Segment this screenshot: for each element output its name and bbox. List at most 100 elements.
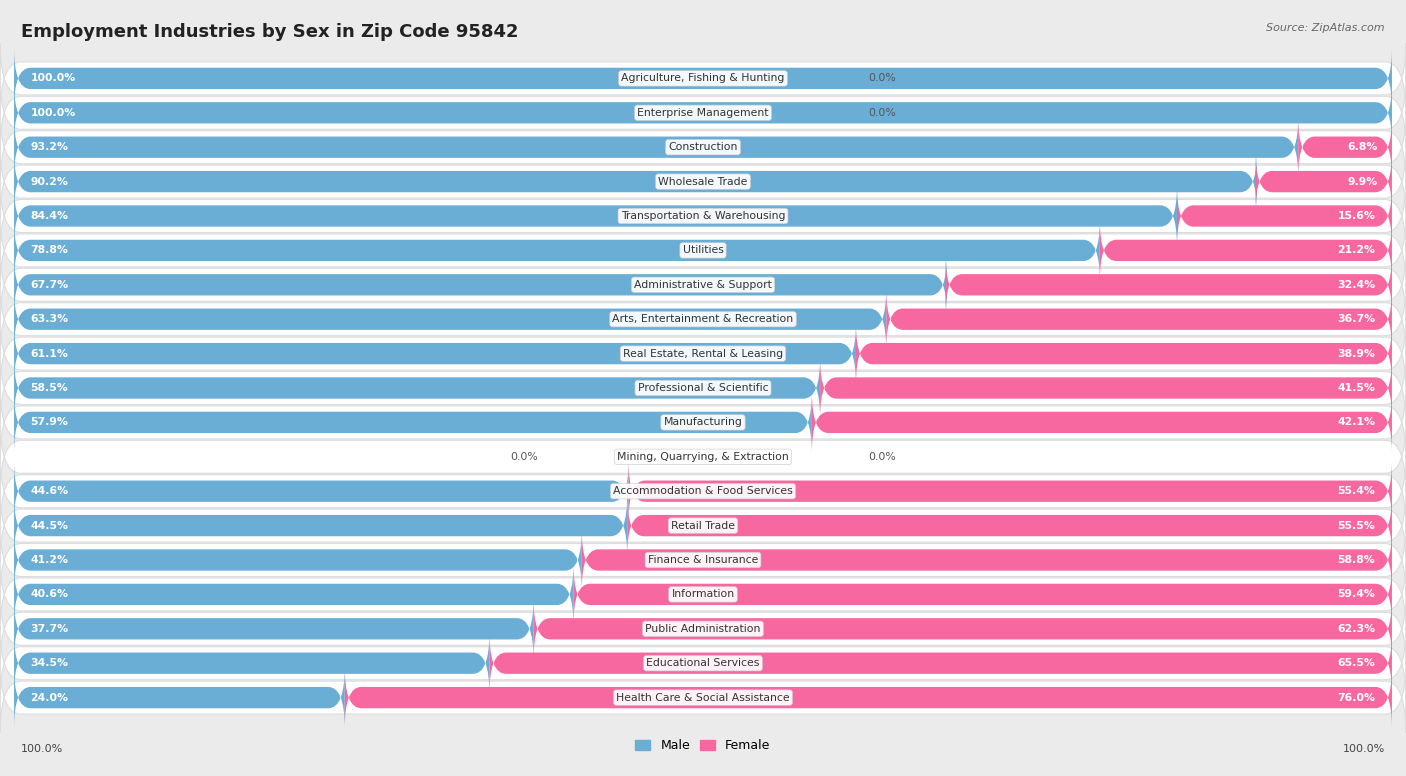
FancyBboxPatch shape	[14, 529, 582, 591]
FancyBboxPatch shape	[14, 392, 811, 453]
Legend: Male, Female: Male, Female	[636, 739, 770, 752]
FancyBboxPatch shape	[14, 632, 489, 694]
FancyBboxPatch shape	[0, 318, 1406, 389]
Text: Administrative & Support: Administrative & Support	[634, 280, 772, 289]
Text: Finance & Insurance: Finance & Insurance	[648, 555, 758, 565]
FancyBboxPatch shape	[0, 43, 1406, 113]
Text: 67.7%: 67.7%	[31, 280, 69, 289]
Text: 37.7%: 37.7%	[31, 624, 69, 634]
FancyBboxPatch shape	[0, 284, 1406, 355]
Text: Source: ZipAtlas.com: Source: ZipAtlas.com	[1267, 23, 1385, 33]
Text: 55.5%: 55.5%	[1337, 521, 1375, 531]
FancyBboxPatch shape	[14, 323, 856, 384]
Text: 76.0%: 76.0%	[1337, 693, 1375, 702]
Text: Arts, Entertainment & Recreation: Arts, Entertainment & Recreation	[613, 314, 793, 324]
FancyBboxPatch shape	[0, 250, 1406, 320]
Text: 63.3%: 63.3%	[31, 314, 69, 324]
Text: 58.8%: 58.8%	[1337, 555, 1375, 565]
Text: 0.0%: 0.0%	[510, 452, 537, 462]
Text: 41.5%: 41.5%	[1337, 383, 1375, 393]
Text: 9.9%: 9.9%	[1348, 177, 1378, 186]
FancyBboxPatch shape	[0, 353, 1406, 423]
FancyBboxPatch shape	[14, 358, 820, 418]
Text: Information: Information	[672, 590, 734, 599]
FancyBboxPatch shape	[0, 628, 1406, 698]
FancyBboxPatch shape	[14, 255, 946, 315]
Text: 0.0%: 0.0%	[869, 74, 896, 83]
FancyBboxPatch shape	[0, 594, 1406, 664]
FancyBboxPatch shape	[533, 598, 1392, 660]
FancyBboxPatch shape	[574, 564, 1392, 625]
FancyBboxPatch shape	[1256, 151, 1392, 212]
FancyBboxPatch shape	[489, 632, 1392, 694]
FancyBboxPatch shape	[14, 220, 1099, 281]
Text: Professional & Scientific: Professional & Scientific	[638, 383, 768, 393]
Text: 44.5%: 44.5%	[31, 521, 69, 531]
FancyBboxPatch shape	[14, 495, 627, 556]
Text: 65.5%: 65.5%	[1337, 658, 1375, 668]
FancyBboxPatch shape	[628, 461, 1392, 521]
FancyBboxPatch shape	[0, 525, 1406, 595]
Text: 44.6%: 44.6%	[31, 487, 69, 496]
FancyBboxPatch shape	[1099, 220, 1392, 281]
Text: 61.1%: 61.1%	[31, 348, 69, 359]
FancyBboxPatch shape	[856, 323, 1392, 384]
Text: 38.9%: 38.9%	[1337, 348, 1375, 359]
Text: Agriculture, Fishing & Hunting: Agriculture, Fishing & Hunting	[621, 74, 785, 83]
Text: 0.0%: 0.0%	[869, 108, 896, 118]
Text: 78.8%: 78.8%	[31, 245, 69, 255]
FancyBboxPatch shape	[945, 255, 1392, 315]
Text: 57.9%: 57.9%	[31, 417, 69, 428]
FancyBboxPatch shape	[1177, 185, 1392, 247]
FancyBboxPatch shape	[344, 667, 1392, 728]
FancyBboxPatch shape	[14, 151, 1257, 212]
Text: 59.4%: 59.4%	[1337, 590, 1375, 599]
Text: 40.6%: 40.6%	[31, 590, 69, 599]
Text: Utilities: Utilities	[682, 245, 724, 255]
Text: 36.7%: 36.7%	[1337, 314, 1375, 324]
Text: 0.0%: 0.0%	[869, 452, 896, 462]
FancyBboxPatch shape	[14, 598, 533, 660]
FancyBboxPatch shape	[14, 667, 344, 728]
Text: 62.3%: 62.3%	[1337, 624, 1375, 634]
FancyBboxPatch shape	[811, 392, 1392, 453]
FancyBboxPatch shape	[0, 181, 1406, 251]
Text: Retail Trade: Retail Trade	[671, 521, 735, 531]
Text: 42.1%: 42.1%	[1337, 417, 1375, 428]
Text: Mining, Quarrying, & Extraction: Mining, Quarrying, & Extraction	[617, 452, 789, 462]
FancyBboxPatch shape	[627, 495, 1392, 556]
Text: 24.0%: 24.0%	[31, 693, 69, 702]
Text: Manufacturing: Manufacturing	[664, 417, 742, 428]
Text: Wholesale Trade: Wholesale Trade	[658, 177, 748, 186]
FancyBboxPatch shape	[0, 421, 1406, 492]
FancyBboxPatch shape	[0, 559, 1406, 629]
FancyBboxPatch shape	[14, 82, 1392, 144]
Text: Transportation & Warehousing: Transportation & Warehousing	[621, 211, 785, 221]
Text: 100.0%: 100.0%	[1343, 744, 1385, 754]
FancyBboxPatch shape	[14, 48, 1392, 109]
FancyBboxPatch shape	[14, 461, 628, 521]
FancyBboxPatch shape	[820, 358, 1392, 418]
FancyBboxPatch shape	[1298, 116, 1392, 178]
FancyBboxPatch shape	[14, 289, 886, 350]
Text: Accommodation & Food Services: Accommodation & Food Services	[613, 487, 793, 496]
Text: 84.4%: 84.4%	[31, 211, 69, 221]
Text: 21.2%: 21.2%	[1337, 245, 1375, 255]
Text: 100.0%: 100.0%	[31, 108, 76, 118]
FancyBboxPatch shape	[0, 147, 1406, 217]
Text: 34.5%: 34.5%	[31, 658, 69, 668]
Text: Health Care & Social Assistance: Health Care & Social Assistance	[616, 693, 790, 702]
FancyBboxPatch shape	[0, 78, 1406, 148]
FancyBboxPatch shape	[0, 215, 1406, 286]
Text: 6.8%: 6.8%	[1348, 142, 1378, 152]
FancyBboxPatch shape	[0, 490, 1406, 561]
FancyBboxPatch shape	[886, 289, 1392, 350]
Text: Real Estate, Rental & Leasing: Real Estate, Rental & Leasing	[623, 348, 783, 359]
Text: 55.4%: 55.4%	[1337, 487, 1375, 496]
Text: 32.4%: 32.4%	[1337, 280, 1375, 289]
Text: Enterprise Management: Enterprise Management	[637, 108, 769, 118]
Text: 90.2%: 90.2%	[31, 177, 69, 186]
Text: 58.5%: 58.5%	[31, 383, 69, 393]
FancyBboxPatch shape	[14, 185, 1177, 247]
FancyBboxPatch shape	[0, 112, 1406, 182]
